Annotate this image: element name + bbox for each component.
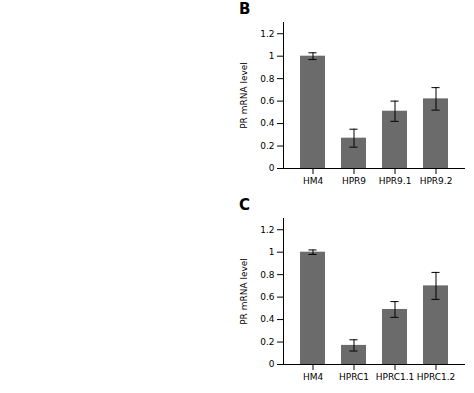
svg-text:1: 1 — [269, 51, 275, 61]
svg-text:0: 0 — [269, 359, 275, 369]
svg-text:0.2: 0.2 — [260, 141, 274, 151]
svg-text:1: 1 — [269, 247, 275, 257]
svg-text:0.6: 0.6 — [260, 292, 275, 302]
svg-text:HM4: HM4 — [303, 176, 324, 186]
svg-text:0.8: 0.8 — [260, 74, 275, 84]
svg-text:0.6: 0.6 — [260, 96, 275, 106]
svg-text:0: 0 — [269, 163, 275, 173]
svg-text:HPRC1.2: HPRC1.2 — [417, 372, 456, 382]
svg-text:1.2: 1.2 — [260, 29, 274, 39]
html-text:C: C — [239, 196, 250, 214]
svg-text:0.4: 0.4 — [260, 314, 275, 324]
svg-text:HPRC1.1: HPRC1.1 — [376, 372, 415, 382]
svg-text:HPR9: HPR9 — [342, 176, 366, 186]
svg-text:1.2: 1.2 — [260, 225, 274, 235]
html-text:B: B — [239, 0, 251, 18]
svg-text:HM4: HM4 — [303, 372, 324, 382]
svg-text:0.4: 0.4 — [260, 118, 275, 128]
svg-text:PR mRNA level: PR mRNA level — [239, 62, 249, 129]
svg-text:0.2: 0.2 — [260, 337, 274, 347]
svg-text:HPR9.1: HPR9.1 — [379, 176, 412, 186]
svg-text:0.8: 0.8 — [260, 270, 275, 280]
svg-text:HPRC1: HPRC1 — [339, 372, 369, 382]
svg-text:HPR9.2: HPR9.2 — [420, 176, 453, 186]
svg-text:PR mRNA level: PR mRNA level — [239, 258, 249, 325]
